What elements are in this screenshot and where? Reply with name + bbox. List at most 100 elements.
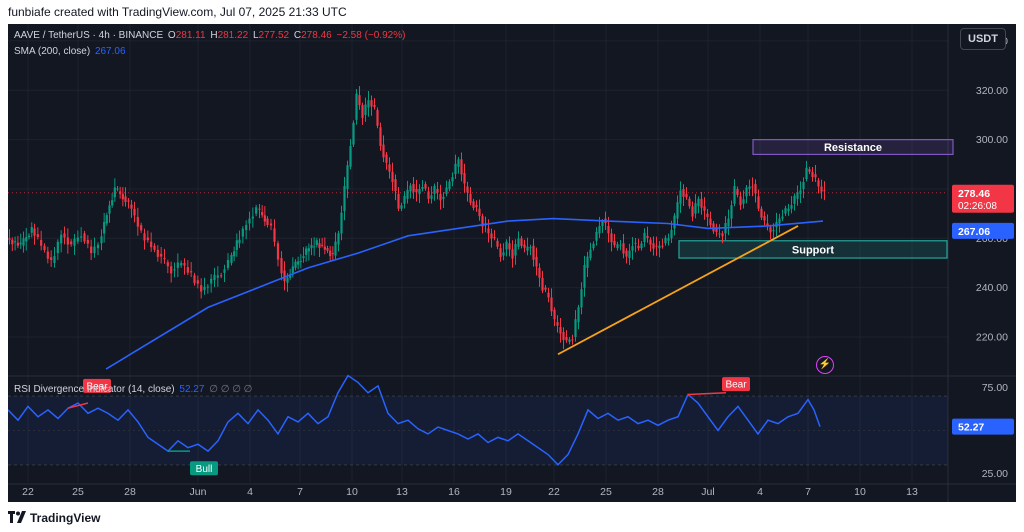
candle-body	[196, 280, 199, 284]
candle-body	[460, 159, 463, 175]
candle-body	[727, 218, 730, 226]
candle-body	[763, 216, 766, 221]
rsi-value: 52.27	[179, 384, 205, 395]
time-tick-label: 10	[346, 486, 358, 498]
candle-body	[406, 189, 409, 199]
candle-body	[36, 234, 39, 237]
candle-body	[790, 205, 793, 209]
candle-body	[520, 238, 523, 246]
lightning-icon[interactable]: ⚡	[816, 356, 834, 374]
rsi-tick-label: 75.00	[982, 382, 1008, 394]
time-tick-label: 7	[805, 486, 811, 498]
candle-body	[46, 251, 49, 259]
candle-body	[83, 233, 86, 242]
candle-body	[14, 241, 17, 243]
low-value: 277.52	[258, 30, 290, 41]
time-tick-label: 22	[548, 486, 560, 498]
candle-body	[496, 240, 499, 247]
resistance-zone	[752, 139, 954, 156]
candle-body	[490, 233, 493, 239]
candle-body	[505, 241, 508, 250]
candle-body	[691, 206, 694, 217]
candle-body	[119, 191, 122, 194]
candle-body	[562, 332, 565, 340]
candle-body	[634, 242, 637, 244]
candle-body	[532, 245, 535, 260]
candle-body	[133, 208, 136, 216]
candle-body	[127, 200, 130, 202]
candle-body	[261, 211, 264, 216]
candle-body	[33, 228, 36, 236]
candle-body	[269, 223, 273, 226]
candle-body	[294, 261, 297, 268]
candle-body	[814, 174, 817, 178]
candle-body	[370, 100, 373, 107]
sma-price-badge	[952, 222, 1014, 239]
candle-body	[703, 206, 706, 211]
candle-body	[796, 192, 799, 199]
candle-body	[733, 186, 736, 204]
candle-body	[475, 205, 478, 208]
candle-body	[186, 267, 189, 273]
currency-button[interactable]: USDT	[960, 28, 1006, 50]
candle-body	[160, 253, 163, 257]
candle-body	[673, 215, 676, 229]
candle-body	[373, 105, 376, 108]
candle-body	[343, 186, 346, 212]
candle-body	[577, 307, 580, 323]
candle-body	[667, 238, 670, 241]
candle-body	[448, 181, 451, 189]
candle-body	[355, 93, 358, 120]
candle-body	[679, 190, 682, 204]
candle-body	[241, 228, 244, 237]
time-tick-label: 13	[906, 486, 918, 498]
close-value: 278.46	[301, 30, 332, 41]
candle-body	[310, 245, 313, 249]
candle-body	[646, 235, 649, 239]
candle-body	[258, 208, 261, 210]
open-value: 281.11	[175, 30, 206, 41]
candle-body	[487, 228, 490, 234]
candle-body	[385, 154, 388, 163]
candle-body	[379, 127, 382, 147]
bear-divergence-line	[67, 402, 89, 409]
low-label: L	[252, 30, 259, 41]
candle-body	[736, 188, 739, 195]
candle-body	[376, 110, 379, 126]
time-tick-label: 25	[72, 486, 84, 498]
rsi-line	[8, 374, 821, 466]
candle-body	[439, 193, 442, 201]
candle-body	[823, 190, 826, 192]
candle-body	[769, 227, 772, 233]
candle-body	[73, 238, 76, 246]
last-price-value: 278.46	[958, 188, 990, 200]
candle-body	[700, 198, 703, 208]
candle-body	[329, 250, 332, 257]
candle-body	[607, 225, 610, 234]
close-label: C	[293, 30, 302, 41]
candle-body	[463, 172, 466, 184]
candle-body	[613, 240, 616, 246]
chart-svg[interactable]: ResistanceSupport340.00320.00300.00280.0…	[8, 24, 1016, 502]
candle-body	[538, 267, 541, 278]
candle-body	[16, 242, 19, 246]
time-tick-label: Jun	[190, 486, 207, 498]
candle-body	[601, 221, 604, 226]
candle-body	[589, 249, 592, 259]
candle-body	[19, 242, 22, 245]
candle-body	[478, 208, 481, 217]
chart-frame[interactable]: ResistanceSupport340.00320.00300.00280.0…	[8, 24, 1016, 502]
candle-body	[436, 188, 439, 193]
candle-body	[511, 249, 514, 259]
candle-body	[394, 179, 397, 191]
candle-body	[116, 188, 119, 190]
candle-body	[757, 196, 760, 209]
candle-body	[499, 248, 502, 258]
candle-body	[103, 222, 106, 234]
header-bar: funbiafe created with TradingView.com, J…	[0, 0, 1024, 24]
high-label: H	[210, 30, 218, 41]
candle-body	[748, 186, 751, 189]
candle-body	[628, 250, 631, 259]
candle-body	[676, 202, 679, 219]
candle-body	[60, 234, 63, 244]
